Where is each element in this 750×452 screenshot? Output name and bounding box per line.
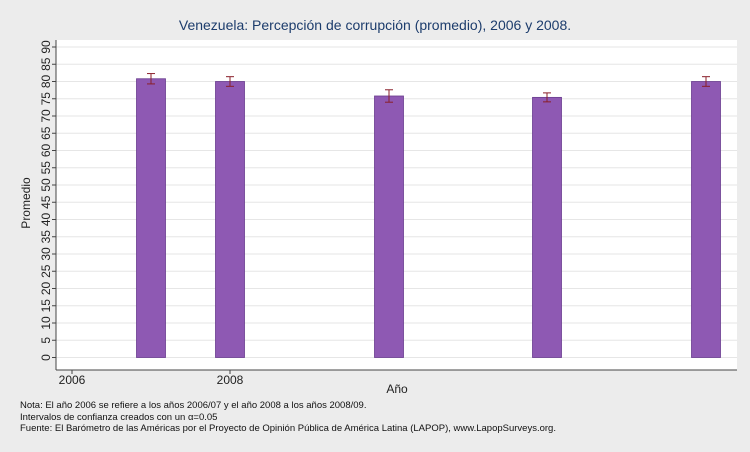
y-tick-label: 60	[39, 144, 53, 158]
y-axis-label: Promedio	[19, 177, 33, 229]
y-tick-label: 25	[39, 264, 53, 278]
y-tick-label: 65	[39, 126, 53, 140]
y-tick-label: 0	[39, 354, 53, 361]
note-source: Fuente: El Barómetro de las Américas por…	[20, 423, 556, 434]
bar	[374, 95, 404, 358]
y-tick-label: 90	[39, 40, 53, 54]
bar	[532, 96, 562, 358]
x-tick-label: 2006	[59, 373, 86, 387]
y-tick-label: 70	[39, 109, 53, 123]
y-tick-label: 30	[39, 247, 53, 261]
y-tick-label: 20	[39, 282, 53, 296]
bar	[136, 78, 166, 358]
footnotes: Nota: El año 2006 se refiere a los años …	[20, 400, 556, 435]
x-axis-label: Año	[386, 382, 408, 396]
x-axis-ticks: 2006 2008	[59, 370, 244, 387]
y-tick-label: 80	[39, 75, 53, 89]
y-tick-label: 15	[39, 299, 53, 313]
x-tick-label: 2008	[217, 373, 244, 387]
y-tick-label: 40	[39, 213, 53, 227]
chart-title: Venezuela: Percepción de corrupción (pro…	[179, 17, 571, 33]
y-tick-label: 45	[39, 195, 53, 209]
y-tick-label: 85	[39, 57, 53, 71]
y-tick-label: 55	[39, 161, 53, 175]
note-years: Nota: El año 2006 se refiere a los años …	[20, 400, 367, 411]
y-tick-label: 10	[39, 316, 53, 330]
y-tick-label: 5	[39, 337, 53, 344]
note-confidence: Intervalos de confianza creados con un α…	[20, 411, 218, 423]
error-bars	[147, 73, 710, 103]
y-tick-label: 35	[39, 230, 53, 244]
bar	[691, 81, 721, 358]
y-axis-ticks: 0 5 10 15 20 25 30 35 40 45 50 55 60 65 70 75 80 85 90	[39, 40, 56, 361]
y-tick-label: 75	[39, 92, 53, 106]
y-tick-label: 50	[39, 178, 53, 192]
bars	[136, 78, 721, 358]
bar	[215, 81, 245, 358]
